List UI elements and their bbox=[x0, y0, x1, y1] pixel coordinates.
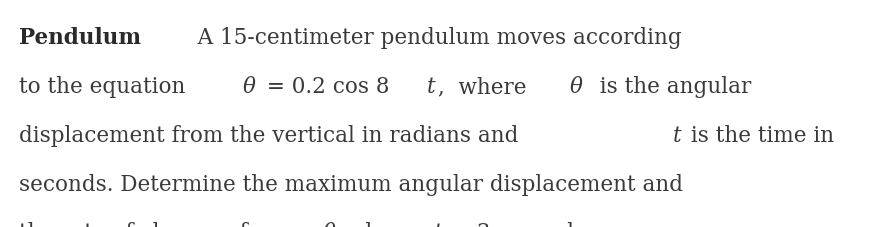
Text: when: when bbox=[340, 222, 412, 227]
Text: displacement from the vertical in radians and: displacement from the vertical in radian… bbox=[19, 125, 526, 147]
Text: to the equation: to the equation bbox=[19, 76, 192, 98]
Text: ,  where: , where bbox=[437, 76, 540, 98]
Text: is the angular: is the angular bbox=[587, 76, 752, 98]
Text: A 15-centimeter pendulum moves according: A 15-centimeter pendulum moves according bbox=[176, 27, 681, 49]
Text: θ: θ bbox=[570, 76, 582, 98]
Text: seconds. Determine the maximum angular displacement and: seconds. Determine the maximum angular d… bbox=[19, 174, 684, 196]
Text: = 0.2 cos 8: = 0.2 cos 8 bbox=[259, 76, 389, 98]
Text: Pendulum: Pendulum bbox=[19, 27, 141, 49]
Text: t: t bbox=[672, 125, 681, 147]
Text: is the time in: is the time in bbox=[684, 125, 834, 147]
Text: θ: θ bbox=[323, 222, 336, 227]
Text: t: t bbox=[434, 222, 443, 227]
Text: = 3 seconds.: = 3 seconds. bbox=[444, 222, 592, 227]
Text: t: t bbox=[427, 76, 436, 98]
Text: the rate of change of: the rate of change of bbox=[19, 222, 255, 227]
Text: θ: θ bbox=[243, 76, 256, 98]
